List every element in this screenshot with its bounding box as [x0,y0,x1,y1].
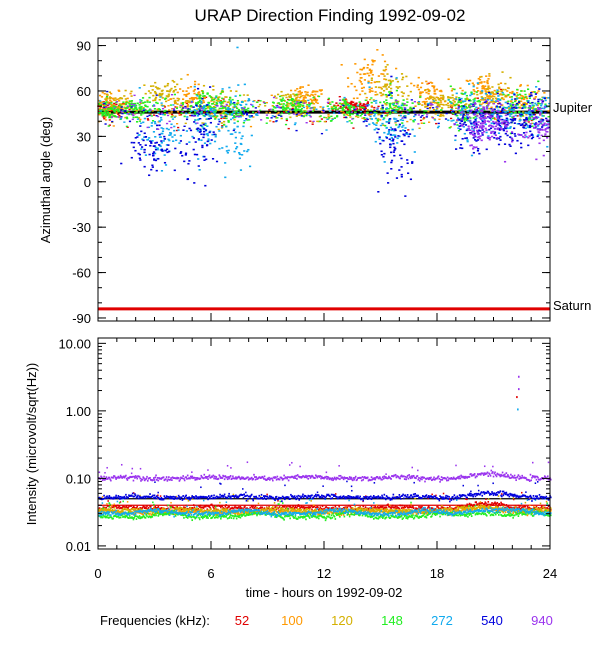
y-tick-label: 60 [77,84,91,99]
series-540-points [103,75,550,197]
azimuth-points [97,46,551,197]
y-tick-label: -60 [72,266,91,281]
azimuth-plot-frame [97,37,551,322]
y-tick-label: -30 [72,220,91,235]
saturn-label: Saturn [553,298,591,313]
chart-title: URAP Direction Finding 1992-09-02 [195,6,466,25]
azimuth-panel: 90 60 30 0 -30 -60 -90 Azimuthal angle (deg) J… [38,37,593,326]
azimuth-y-axis-label: Azimuthal angle (deg) [38,117,53,243]
y-tick-label: 30 [77,129,91,144]
azimuth-axis-ticks: 90 60 30 0 -30 -60 -90 [72,38,551,326]
jupiter-label: Jupiter [553,100,593,115]
intensity-panel: 10.001.000.100.010 6 12 18 24 Intensity (mic… [24,336,557,600]
y-tick-label: 90 [77,39,91,54]
y-tick-label: 0 [84,175,91,190]
y-tick-label: -90 [72,311,91,326]
series-940-points [105,94,550,163]
